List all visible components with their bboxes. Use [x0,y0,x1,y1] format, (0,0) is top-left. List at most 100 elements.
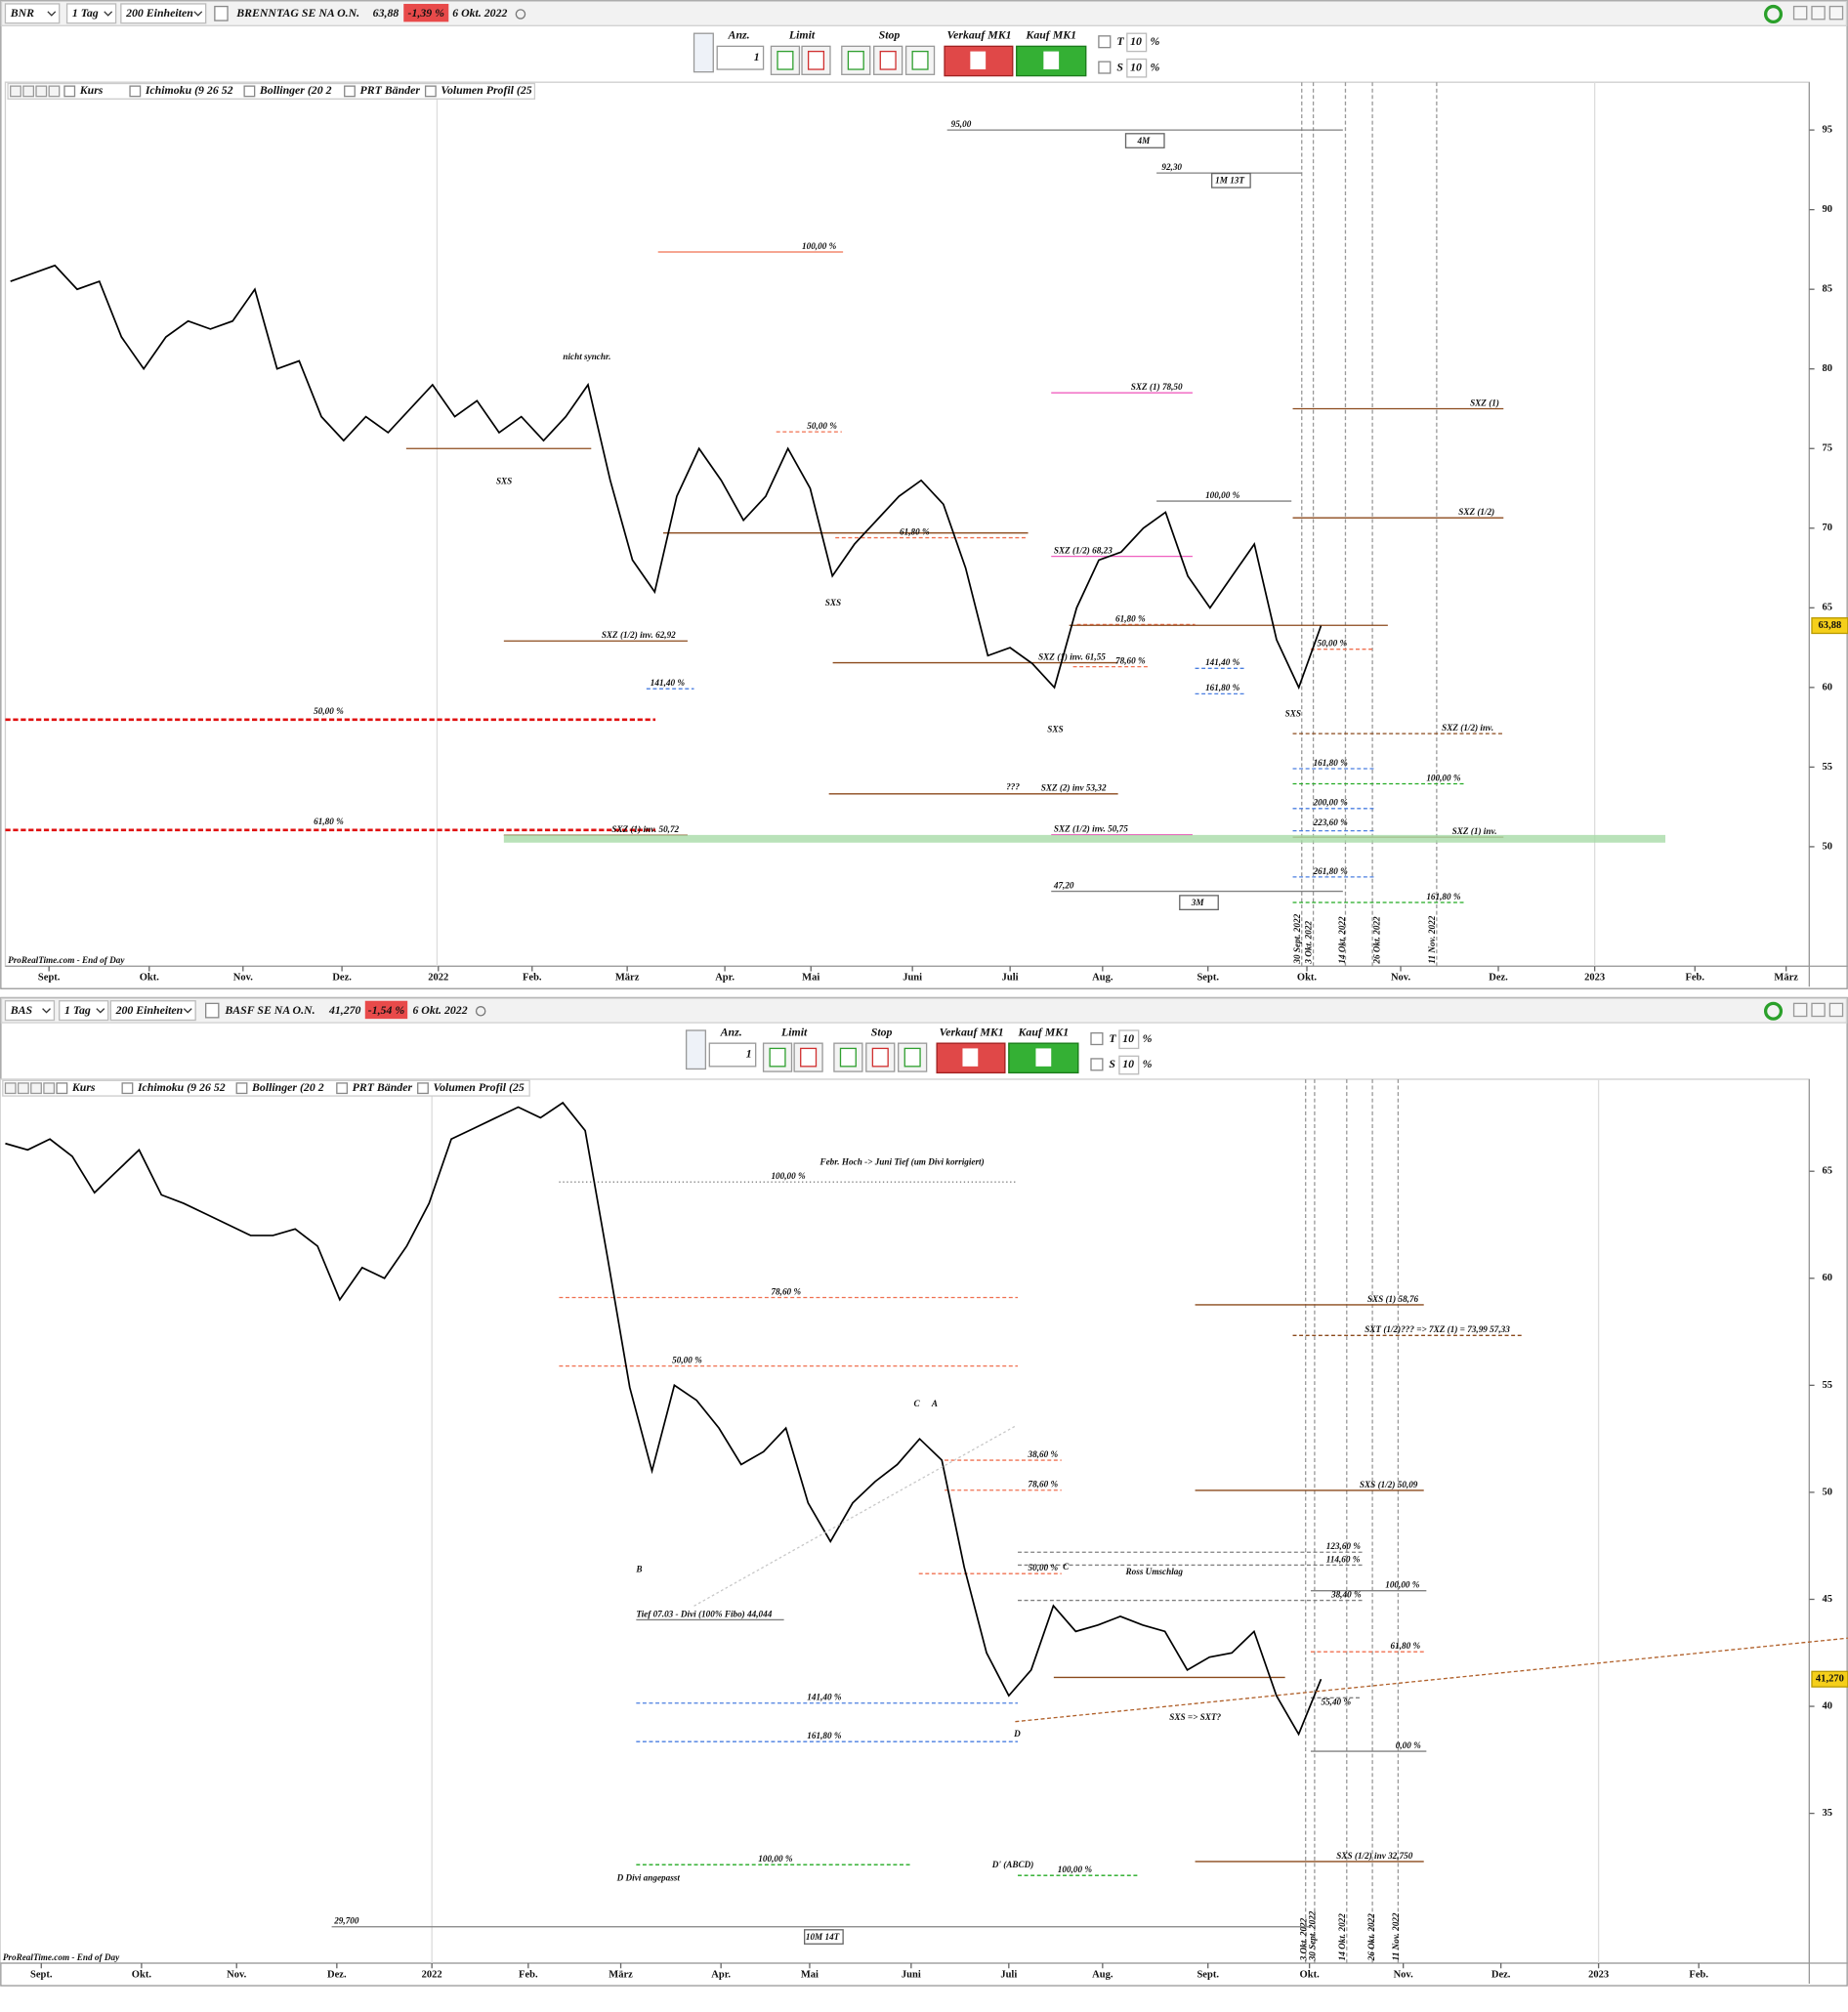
indicator-checkbox[interactable] [56,1082,68,1095]
y-tick-label: 95 [1823,125,1833,136]
sell-label: Verkauf MK1 [940,1025,1004,1038]
x-tick-label: Mai [801,1969,819,1980]
restore-button[interactable] [1811,5,1826,21]
checkbox[interactable] [1090,1058,1104,1071]
refresh-icon[interactable] [1763,4,1784,24]
x-tick-label: Juni [902,1969,921,1980]
dropdown-arrow [42,1008,51,1014]
restore-button[interactable] [1811,1002,1826,1018]
checkbox[interactable] [1090,1031,1104,1046]
s-input[interactable] [1118,1055,1140,1075]
stop-icon [839,1047,857,1068]
indicator-label: PRT Bänder [353,1080,413,1094]
indicator-checkbox[interactable] [336,1082,349,1095]
x-tick-label: 2023 [1588,1969,1609,1980]
period-select[interactable] [65,3,117,24]
indicator-checkbox[interactable] [63,85,76,98]
indicator-tool[interactable] [48,85,61,98]
stop-label: Stop [879,28,901,42]
dropdown-arrow [193,11,203,17]
x-tick-label: Nov. [233,972,254,983]
limit-label: Limit [780,1025,808,1038]
symbol-select[interactable] [4,1000,56,1022]
annotation-label: SXZ (1/2) inv. [1442,723,1493,733]
annotation-label: 261,80 % [1313,866,1349,876]
indicator-bar [2,1079,530,1097]
checkbox[interactable] [1098,35,1112,49]
units-select[interactable] [120,3,207,24]
annotation-label: 100,00 % [758,1854,793,1864]
s-label: S [1109,1057,1115,1070]
annotation-label: SXS (1/2) 50,09 [1360,1480,1418,1489]
qty-label: Anz. [720,1025,742,1038]
indicator-checkbox[interactable] [129,85,142,98]
indicator-label: Kurs [71,1080,96,1094]
x-tick-label: Feb. [1685,972,1704,983]
info-icon[interactable] [205,1002,220,1019]
note-box [804,1929,844,1945]
indicator-checkbox[interactable] [243,85,256,98]
note-box [1179,895,1219,910]
minimize-button[interactable] [1792,1002,1808,1018]
indicator-tool[interactable] [22,85,35,98]
indicator-checkbox[interactable] [235,1082,248,1095]
indicator-tool[interactable] [10,85,21,98]
stop-icon [871,1047,889,1068]
annotation-label: 100,00 % [771,1171,806,1181]
annotation-label: 50,00 % [1318,639,1348,649]
info-icon[interactable] [214,5,229,21]
y-tick-label: 50 [1823,841,1833,852]
t-input[interactable] [1126,32,1148,53]
refresh-icon[interactable] [1763,1001,1784,1021]
x-tick-label: 2023 [1584,972,1605,983]
limit-icon [807,50,825,70]
indicator-label: Ichimoku (9 26 52 [145,83,233,97]
s-input[interactable] [1126,58,1148,78]
units-select[interactable] [109,1000,196,1022]
settings-button[interactable] [693,32,714,73]
indicator-label: Kurs [79,83,104,97]
close-button[interactable] [1828,5,1844,21]
indicator-checkbox[interactable] [424,85,437,98]
toolbar [0,997,1848,1024]
symbol-select[interactable] [4,3,61,24]
qty-input[interactable] [716,45,765,70]
indicator-tool[interactable] [17,1082,29,1095]
annotation-label: 38,40 % [1330,1589,1362,1599]
period-select[interactable] [59,1000,109,1022]
price-line [5,1101,1323,1737]
x-tick-label: Okt. [1300,1969,1321,1980]
stop-icon [847,50,864,70]
indicator-checkbox[interactable] [417,1082,429,1095]
x-tick-label: Mai [802,972,819,983]
annotation-label: 223,60 % [1313,817,1349,827]
x-tick-label: März [1774,972,1798,983]
percent-label: % [1143,1057,1153,1070]
indicator-checkbox[interactable] [344,85,356,98]
note-label: C [1063,1562,1070,1572]
indicator-checkbox[interactable] [121,1082,134,1095]
s-label: S [1116,60,1123,73]
buy-label: Kauf MK1 [1018,1025,1070,1038]
qty-input[interactable] [708,1042,757,1068]
instrument-name: BASF SE NA O.N. [224,1003,315,1017]
y-tick-label: 40 [1823,1700,1833,1711]
x-tick-label: Feb. [519,1969,538,1980]
note-label: 1M 13T [1215,176,1244,186]
settings-button[interactable] [685,1029,707,1070]
buy-label: Kauf MK1 [1025,28,1076,42]
indicator-tool[interactable] [43,1082,56,1095]
x-tick-label: März [615,972,640,983]
date-mark-label: 3 Okt. 2022 [1298,1917,1308,1961]
units-select-label: 200 Einheiten [125,6,193,20]
indicator-tool[interactable] [4,1082,17,1095]
y-tick-label: 60 [1823,1273,1833,1283]
t-input[interactable] [1118,1029,1140,1050]
x-tick-label: März [609,1969,633,1980]
symbol-select-label: BNR [10,6,34,20]
minimize-button[interactable] [1792,5,1808,21]
checkbox[interactable] [1098,61,1112,74]
indicator-tool[interactable] [35,85,48,98]
close-button[interactable] [1828,1002,1844,1018]
indicator-tool[interactable] [30,1082,42,1095]
